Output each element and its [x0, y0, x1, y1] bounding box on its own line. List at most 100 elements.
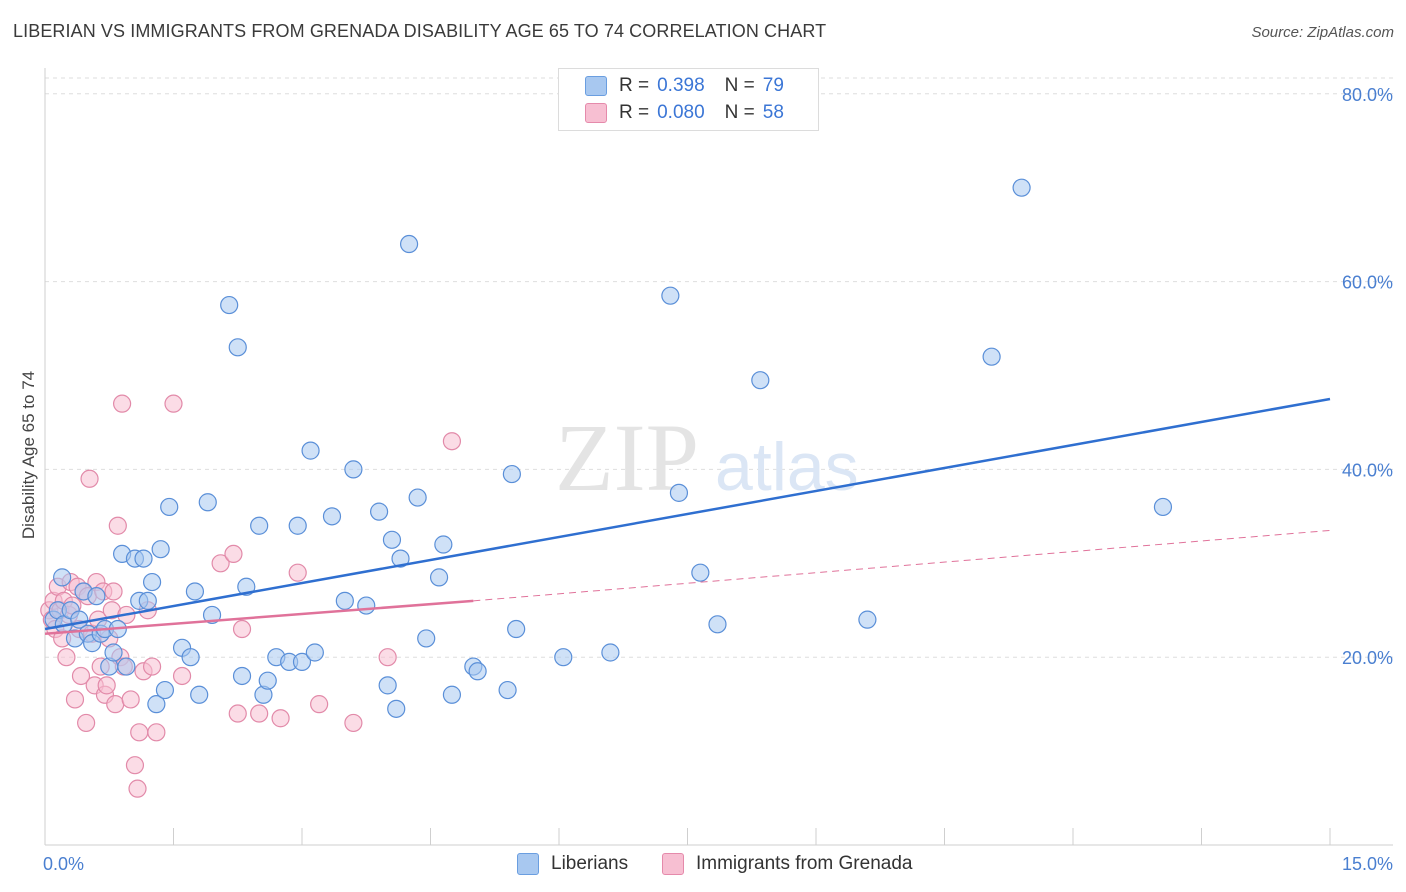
legend-swatch-blue: [585, 76, 607, 96]
grenada-trend-extension: [473, 529, 1331, 602]
liberians-point: [378, 676, 397, 695]
liberians-point: [117, 657, 136, 676]
liberians-point: [138, 591, 157, 610]
legend-item-grenada[interactable]: Immigrants from Grenada: [662, 850, 912, 878]
grenada-point: [77, 713, 96, 733]
series-legend: Liberians Immigrants from Grenada: [0, 850, 1406, 878]
liberians-point: [982, 347, 1001, 366]
grenada-point: [344, 713, 363, 733]
liberians-point: [322, 507, 342, 526]
liberians-point: [502, 464, 521, 484]
x-tick-label: 15.0%: [1342, 854, 1393, 874]
liberians-point: [250, 516, 269, 535]
x-tick-label: 0.0%: [43, 854, 84, 874]
grenada-point: [164, 394, 183, 413]
liberians-point: [142, 572, 162, 592]
liberians-point: [155, 680, 175, 700]
liberians-point: [228, 338, 247, 357]
chart-title: LIBERIAN VS IMMIGRANTS FROM GRENADA DISA…: [13, 21, 827, 41]
liberians-point: [305, 643, 324, 662]
grenada-point: [57, 648, 76, 667]
liberians-point: [190, 685, 209, 704]
legend-r-label: R =: [619, 75, 650, 96]
liberians-point: [408, 488, 427, 507]
legend-n-value: 58: [762, 102, 784, 123]
liberians-point: [258, 671, 277, 690]
grenada-point: [97, 676, 116, 695]
grenada-point: [147, 723, 166, 742]
grenada-point: [130, 723, 149, 742]
liberians-point: [220, 295, 239, 315]
legend-item-liberians[interactable]: Liberians: [517, 850, 628, 878]
watermark: ZIP atlas: [555, 404, 859, 511]
legend-r-value: 0.398: [657, 75, 705, 96]
legend-n-label: N =: [724, 102, 755, 123]
legend-row-grenada: R = 0.080 N = 58: [585, 100, 784, 126]
liberians-trend-line: [44, 397, 1331, 631]
liberians-point: [434, 535, 453, 554]
grenada-point: [125, 756, 145, 775]
liberians-point: [53, 568, 72, 587]
grenada-point: [106, 695, 125, 714]
grenada-point: [271, 709, 290, 728]
liberians-point: [498, 680, 517, 700]
liberians-point: [387, 699, 406, 718]
liberians-point: [292, 652, 312, 671]
legend-row-liberians: R = 0.398 N = 79: [585, 73, 784, 99]
watermark-atlas: atlas: [715, 429, 859, 505]
legend-label-liberians: Liberians: [551, 853, 629, 874]
legend-swatch-pink: [662, 853, 684, 875]
grenada-point: [232, 619, 252, 639]
liberians-point: [691, 563, 710, 582]
grenada-point: [310, 695, 329, 714]
liberians-point: [87, 587, 106, 606]
grenada-point: [250, 704, 269, 723]
liberians-point: [442, 685, 462, 704]
liberians-point: [429, 568, 449, 587]
liberians-point: [104, 643, 123, 662]
liberians-point: [468, 662, 487, 681]
legend-label-grenada: Immigrants from Grenada: [696, 853, 913, 874]
liberians-point: [134, 549, 153, 568]
liberians-point: [1012, 178, 1031, 197]
grenada-point: [121, 690, 140, 709]
liberians-point: [601, 643, 620, 662]
liberians-point: [382, 530, 402, 549]
y-axis-label: Disability Age 65 to 74: [19, 371, 38, 539]
liberians-point: [391, 549, 410, 568]
liberians-point: [185, 582, 205, 601]
axes: [44, 68, 1393, 846]
grenada-point: [71, 666, 91, 686]
grid-lines: [45, 77, 1393, 658]
grenada-point: [80, 469, 99, 488]
y-tick-label: 80.0%: [1342, 85, 1393, 105]
liberians-point: [301, 441, 320, 460]
liberians-point: [357, 596, 376, 615]
liberians-point: [1153, 497, 1173, 517]
liberians-point: [151, 540, 170, 559]
grenada-point: [442, 432, 462, 451]
y-tick-label: 20.0%: [1342, 648, 1393, 668]
grenada-point: [211, 554, 230, 573]
liberians-point: [198, 493, 217, 512]
grenada-point: [288, 563, 307, 582]
grenada-point: [104, 582, 123, 601]
liberians-point: [335, 591, 354, 610]
tick-labels: 20.0% 40.0% 60.0% 80.0% 0.0% 15.0%: [43, 85, 1393, 874]
liberians-point: [554, 648, 573, 667]
correlation-legend: R = 0.398 N = 79 R = 0.080 N = 58: [558, 68, 819, 131]
trend-lines: [44, 397, 1331, 635]
legend-r-label: R =: [619, 102, 650, 123]
liberians-point: [507, 619, 526, 639]
grenada-point: [128, 779, 147, 798]
series-grenada-points: [40, 394, 462, 798]
grenada-trend-line: [44, 599, 474, 635]
legend-r-value: 0.080: [657, 102, 705, 123]
liberians-point: [202, 605, 222, 625]
liberians-point: [370, 502, 389, 521]
series-liberians-points: [44, 178, 1173, 718]
grenada-point: [228, 704, 247, 723]
liberians-point: [181, 648, 200, 667]
grenada-point: [378, 648, 397, 667]
